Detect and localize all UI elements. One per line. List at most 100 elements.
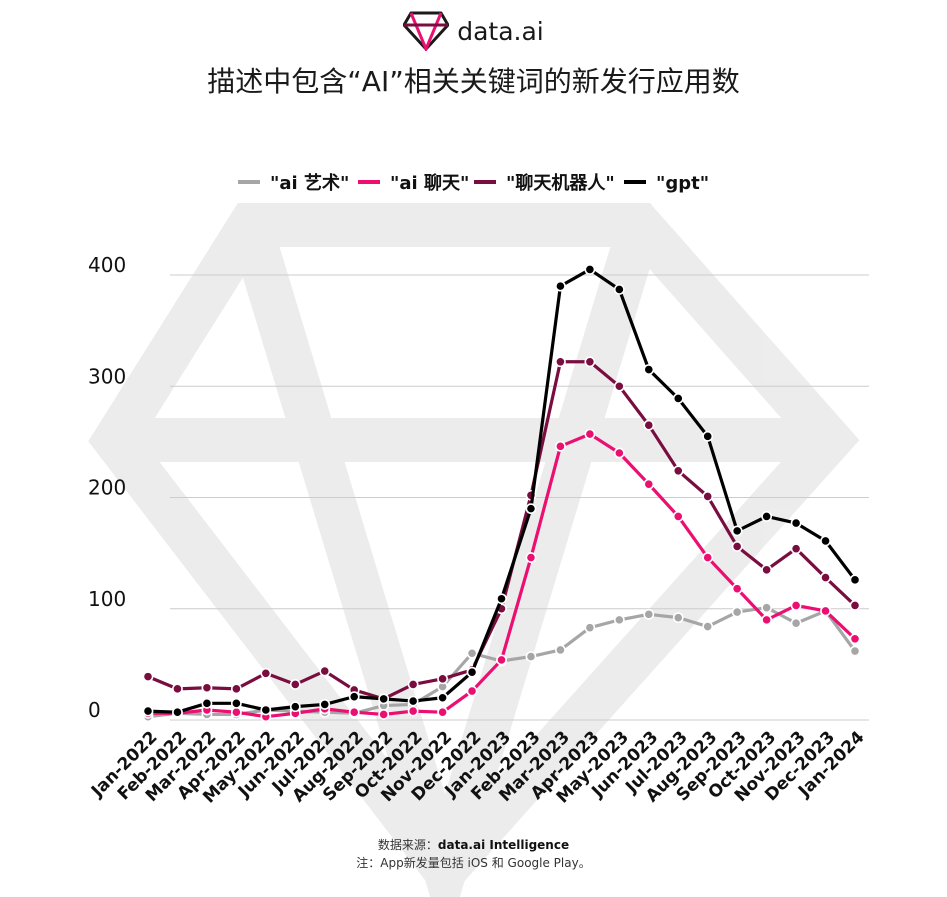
data-point (731, 583, 743, 595)
series-group (142, 264, 861, 723)
data-point (613, 447, 625, 459)
data-point (849, 574, 861, 586)
data-point (437, 673, 448, 685)
data-point (319, 665, 331, 677)
diamond-icon (403, 11, 450, 51)
data-point (407, 695, 419, 707)
data-point (437, 706, 448, 718)
data-point (142, 671, 154, 683)
data-point (584, 356, 596, 368)
data-point (761, 564, 773, 576)
data-point (260, 667, 272, 679)
data-point (613, 614, 625, 626)
data-point (496, 654, 507, 666)
data-point (437, 692, 448, 704)
data-point (407, 679, 419, 690)
data-point (525, 503, 537, 515)
data-point (790, 517, 802, 529)
data-point (555, 644, 566, 656)
data-point (201, 697, 213, 709)
legend-label: "聊天机器人" (506, 172, 615, 194)
data-point (849, 600, 861, 611)
source-name: data.ai Intelligence (437, 838, 570, 852)
data-point (525, 651, 537, 662)
data-point (230, 683, 242, 695)
data-point (466, 647, 478, 659)
data-point (731, 541, 743, 552)
data-point (584, 428, 596, 440)
data-point (496, 593, 507, 605)
data-point (555, 440, 566, 452)
brand-name: data.ai (457, 16, 544, 46)
data-point (584, 264, 596, 275)
data-point (378, 693, 390, 705)
data-point (672, 612, 684, 624)
data-point (643, 364, 655, 375)
data-point (260, 704, 272, 716)
data-point (555, 280, 566, 292)
brand-logo: data.ai (0, 10, 947, 52)
data-point (820, 535, 831, 547)
data-point (790, 543, 802, 555)
source-prefix: 数据来源： (377, 838, 438, 852)
data-point (643, 608, 655, 620)
data-point (761, 511, 773, 522)
data-point (230, 697, 242, 709)
data-point (201, 682, 213, 694)
data-point (761, 602, 773, 614)
source-line: 数据来源：data.ai Intelligence (0, 836, 947, 853)
data-point (731, 606, 743, 618)
data-point (348, 706, 360, 718)
data-point (525, 552, 537, 563)
data-point (672, 393, 684, 404)
y-tick-label: 200 (88, 476, 126, 500)
data-point (820, 605, 831, 617)
data-point (289, 679, 301, 690)
series-2 (142, 356, 861, 705)
data-point (348, 691, 360, 703)
legend-label: "ai 聊天" (390, 172, 469, 194)
data-point (702, 621, 714, 632)
data-point (172, 683, 183, 695)
data-point (731, 525, 743, 537)
data-point (643, 419, 655, 431)
data-point (584, 622, 596, 634)
data-point (672, 465, 684, 477)
gridlines (170, 274, 869, 721)
legend: "ai 艺术" "ai 聊天" "聊天机器人" "gpt" (238, 172, 709, 194)
y-tick-label: 300 (88, 364, 126, 388)
y-axis: 0 100 200 300 400 (88, 253, 126, 722)
y-tick-label: 0 (88, 698, 101, 722)
data-point (142, 705, 154, 717)
data-point (702, 490, 714, 502)
data-point (702, 430, 714, 442)
data-point (672, 511, 684, 522)
series-3 (142, 264, 861, 718)
x-axis: Jan-2022Feb-2022Mar-2022Apr-2022May-2022… (87, 727, 869, 807)
data-point (230, 706, 242, 718)
data-point (172, 706, 183, 718)
data-point (466, 666, 478, 678)
data-point (761, 614, 773, 626)
note-line: 注：App新发量包括 iOS 和 Google Play。 (356, 856, 591, 870)
legend-label: "ai 艺术" (270, 172, 349, 194)
data-point (289, 701, 301, 713)
y-tick-label: 400 (88, 253, 126, 277)
data-point (319, 699, 331, 710)
data-point (790, 617, 802, 629)
data-point (613, 380, 625, 392)
data-point (820, 572, 831, 583)
y-tick-label: 100 (88, 587, 126, 611)
data-point (849, 633, 861, 645)
data-point (643, 478, 655, 490)
data-point (555, 356, 566, 368)
data-point (702, 552, 714, 563)
data-point (407, 705, 419, 717)
chart-title: 描述中包含“AI”相关关键词的新发行应用数 (207, 65, 740, 98)
data-point (613, 284, 625, 295)
data-point (849, 645, 861, 657)
data-point (378, 709, 390, 720)
data-point (790, 600, 802, 611)
legend-label: "gpt" (656, 173, 709, 194)
